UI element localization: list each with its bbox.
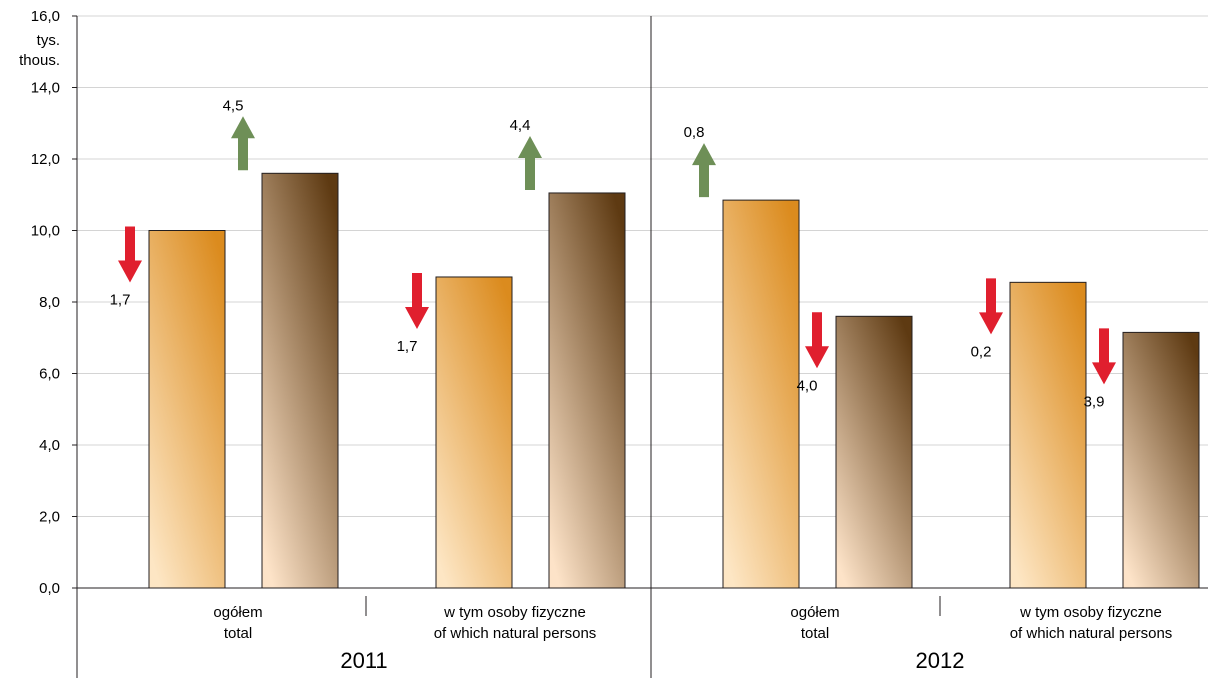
bar	[435, 276, 513, 589]
change-label: 4,5	[223, 97, 244, 114]
bar	[548, 192, 626, 589]
y-tick-label: 6,0	[39, 366, 60, 383]
y-tick-label: 8,0	[39, 294, 60, 311]
change-label: 1,7	[397, 338, 418, 355]
bar	[1009, 281, 1087, 589]
year-label: 2012	[916, 648, 965, 673]
arrow-up	[692, 143, 716, 198]
bars	[148, 172, 1200, 589]
arrow-down	[979, 278, 1003, 335]
change-label: 3,9	[1084, 393, 1105, 410]
bar	[261, 172, 339, 589]
y-tick-label: 4,0	[39, 437, 60, 454]
y-unit-label: thous.	[19, 52, 60, 69]
change-label: 0,2	[971, 343, 992, 360]
change-label: 4,0	[797, 377, 818, 394]
bar	[722, 199, 800, 589]
y-tick-label: 2,0	[39, 509, 60, 526]
year-label: 2011	[340, 648, 387, 673]
category-label-pl: ogółem	[790, 604, 839, 621]
change-label: 4,4	[510, 117, 531, 134]
y-tick-label: 14,0	[31, 80, 60, 97]
arrow-down	[118, 226, 142, 283]
arrow-down	[805, 312, 829, 369]
category-label-en: of which natural persons	[1010, 625, 1173, 642]
category-label-en: of which natural persons	[434, 625, 597, 642]
category-label-en: total	[224, 625, 252, 642]
change-label: 1,7	[110, 292, 131, 309]
bar	[148, 230, 226, 589]
y-tick-label: 10,0	[31, 223, 60, 240]
category-label-en: total	[801, 625, 829, 642]
arrow-down	[1092, 328, 1116, 385]
y-tick-label: 16,0	[31, 8, 60, 25]
y-unit-label: tys.	[37, 32, 60, 49]
y-tick-label: 12,0	[31, 151, 60, 168]
labels: 0,0 2,0 4,0 6,0 8,0 10,0 12,0 14,0 16,0 tys. thous…	[19, 8, 1172, 673]
category-label-pl: w tym osoby fizyczne	[443, 604, 586, 621]
change-arrows	[118, 116, 1116, 385]
change-label: 0,8	[684, 124, 705, 141]
category-label-pl: ogółem	[213, 604, 262, 621]
arrow-up	[231, 116, 255, 171]
category-label-pl: w tym osoby fizyczne	[1019, 604, 1162, 621]
arrow-down	[405, 272, 429, 329]
bar	[1122, 331, 1200, 589]
y-tick-label: 0,0	[39, 580, 60, 597]
arrow-up	[518, 135, 542, 190]
bar	[835, 315, 913, 589]
